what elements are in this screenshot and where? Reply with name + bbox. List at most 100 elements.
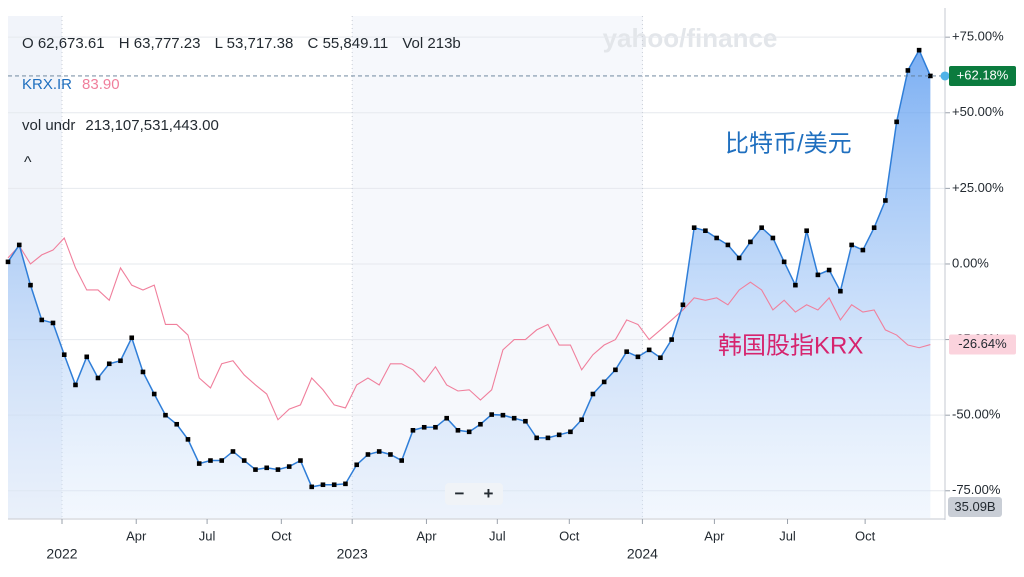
point-marker: [298, 458, 303, 463]
series-line: [7, 236, 931, 421]
y-tick-label: +75.00%: [952, 29, 1004, 44]
point-marker: [84, 354, 90, 360]
point-marker: [523, 418, 528, 424]
point-marker: [275, 467, 281, 472]
point-marker: [16, 242, 22, 248]
point-marker: [601, 379, 607, 385]
point-marker: [174, 421, 180, 427]
point-marker: [163, 412, 168, 418]
point-marker: [556, 432, 562, 438]
compare-symbol[interactable]: KRX.IR: [22, 76, 73, 93]
area: [8, 50, 931, 518]
point-marker: [410, 428, 416, 433]
point-marker: [635, 354, 641, 360]
ohlc-row: O 62,673.61 H 63,777.23 L 53,717.38 C 55…: [22, 35, 471, 52]
point-marker: [5, 259, 11, 265]
point-marker: [748, 239, 753, 245]
series-label: 比特币/美元: [725, 130, 852, 157]
end-badge-label: +62.18%: [957, 67, 1009, 82]
watermark: yahoo/finance: [603, 23, 778, 53]
point-marker: [916, 47, 922, 53]
point-marker: [264, 465, 270, 471]
last-point: [940, 71, 950, 81]
series-label: 韩国股指KRX: [718, 332, 863, 359]
volume-badge: 35.09B: [948, 497, 1002, 517]
point-marker: [118, 358, 123, 364]
point-marker: [714, 235, 719, 241]
volume-value: 213,107,531,443.00: [85, 117, 219, 134]
point-marker: [613, 367, 618, 373]
point-marker: [365, 452, 371, 457]
ohlc-label: H: [118, 35, 130, 52]
zoom-controls: − +: [445, 483, 503, 505]
ohlc-label: Vol: [402, 35, 424, 52]
point-marker: [106, 361, 112, 367]
y-tick-label: +25.00%: [952, 180, 1004, 195]
x-tick-label: Apr: [126, 528, 147, 543]
point-marker: [500, 412, 506, 418]
point-marker: [781, 259, 787, 265]
point-marker: [568, 429, 573, 435]
point-marker: [140, 369, 146, 375]
x-tick-label: Apr: [416, 528, 437, 543]
point-marker: [770, 235, 776, 241]
point-marker: [208, 458, 213, 463]
end-badge-label: -26.64%: [958, 336, 1007, 351]
point-marker: [871, 225, 877, 230]
y-tick-label: -50.00%: [952, 407, 1001, 422]
point-marker: [343, 481, 348, 487]
point-marker: [73, 382, 78, 388]
point-marker: [624, 349, 629, 354]
x-tick-label: Oct: [271, 528, 292, 543]
compare-value: 83.90: [82, 76, 120, 93]
point-marker: [151, 391, 157, 397]
point-marker: [725, 242, 731, 248]
ohlc-item: C 55,849.11: [308, 35, 389, 52]
compare-row[interactable]: KRX.IR 83.90: [22, 76, 130, 93]
point-marker: [376, 449, 382, 454]
point-marker: [219, 458, 225, 463]
point-marker: [421, 424, 427, 430]
point-marker: [545, 435, 551, 441]
x-tick-label: 2024: [627, 546, 658, 562]
zoom-in[interactable]: +: [483, 484, 494, 503]
point-marker: [590, 391, 596, 397]
point-marker: [388, 452, 393, 457]
volume-row: vol undr 213,107,531,443.00: [22, 117, 229, 134]
point-marker: [905, 68, 911, 73]
point-marker: [444, 415, 449, 421]
collapse-button[interactable]: ^: [24, 154, 32, 171]
x-tick-label: Oct: [559, 528, 580, 543]
point-marker: [669, 337, 674, 342]
point-marker: [703, 228, 708, 234]
ohlc-label: O: [22, 35, 34, 52]
x-tick-label: Oct: [855, 528, 876, 543]
point-marker: [129, 335, 135, 341]
ohlc-label: C: [307, 35, 319, 52]
point-marker: [534, 435, 539, 441]
ohlc-value: 213b: [427, 35, 461, 52]
point-marker: [455, 428, 461, 433]
volume-label: vol undr: [22, 117, 76, 134]
ohlc-item: H 63,777.23: [119, 35, 201, 52]
end-badge: [949, 65, 1016, 86]
point-marker: [680, 302, 686, 308]
end-badge: [949, 334, 1016, 355]
point-marker: [50, 320, 56, 326]
ohlc-value: 63,777.23: [133, 35, 201, 52]
point-marker: [646, 347, 652, 353]
point-marker: [230, 449, 236, 454]
point-marker: [196, 461, 202, 466]
point-marker: [511, 415, 517, 421]
point-marker: [95, 375, 101, 381]
x-tick-label: Jul: [199, 528, 216, 543]
point-marker: [39, 317, 45, 323]
x-tick-label: Jul: [779, 528, 796, 543]
point-marker: [433, 424, 438, 430]
zoom-out[interactable]: −: [454, 484, 465, 503]
point-marker: [759, 225, 764, 230]
ohlc-value: 55,849.11: [322, 35, 389, 52]
ohlc-value: 62,673.61: [37, 35, 105, 52]
point-marker: [894, 119, 899, 125]
